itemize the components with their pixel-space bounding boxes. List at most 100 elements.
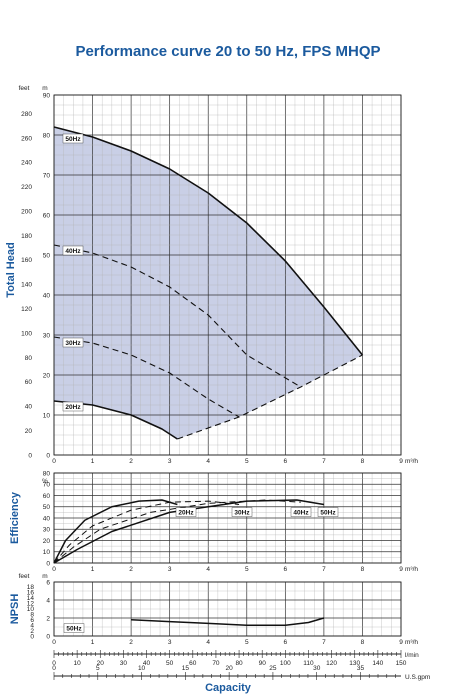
y-tick-label: 40: [43, 515, 51, 522]
y-tick-label: 30: [43, 527, 51, 534]
hz-label-box: [317, 507, 339, 517]
hz-label-box: [62, 337, 84, 348]
hz-label-50: 50Hz: [65, 136, 81, 143]
curve-30hz: [53, 336, 240, 418]
lmin-tick-label: 60: [189, 660, 197, 667]
grid: [53, 472, 402, 564]
curve-best-efficiency-limit: [177, 354, 363, 440]
y-tick-label: 60: [43, 493, 51, 500]
lmin-tick-label: 140: [372, 660, 383, 667]
y-tick-label: 80: [43, 470, 51, 477]
x-tick-label: 7: [322, 458, 326, 465]
plot-frame: [53, 94, 402, 456]
y-tick-label-feet: 2: [30, 628, 34, 635]
lmin-tick-label: 90: [259, 660, 267, 667]
x-tick-label: 2: [129, 566, 133, 573]
y-unit-feet: feet: [19, 573, 30, 580]
hz-label-box: [62, 401, 84, 412]
eff-label-50: 50Hz: [320, 510, 336, 517]
lmin-tick-label: 40: [143, 660, 151, 667]
x-tick-label: 7: [322, 639, 326, 646]
eff-curve-40hz: [53, 499, 301, 564]
y-axis-title: Efficiency: [9, 491, 21, 544]
y-tick-label-feet: 260: [21, 135, 32, 142]
y-tick-label-feet: 14: [27, 595, 35, 602]
x-tick-label: 8: [361, 566, 365, 573]
usgpm-tick-label: 35: [357, 665, 365, 672]
y-tick-label-feet: 4: [30, 622, 34, 629]
x-tick-label: 4: [206, 639, 210, 646]
y-tick-label: 10: [43, 549, 51, 556]
hz-label-box: [175, 507, 197, 517]
x-tick-label: 0: [52, 639, 56, 646]
lmin-tick-label: 10: [74, 660, 82, 667]
lmin-tick-label: 120: [326, 660, 337, 667]
y-tick-label-feet: 140: [21, 282, 32, 289]
x-tick-label: 0: [52, 566, 56, 573]
y-tick-label-m: 30: [43, 332, 51, 339]
y-tick-label: 70: [43, 482, 51, 489]
npsh-curve-50hz: [131, 617, 325, 626]
x-tick-label: 1: [91, 566, 95, 573]
curve-50hz: [53, 126, 364, 356]
y-unit-m: m: [42, 85, 47, 92]
capacity-axis-title: Capacity: [205, 682, 252, 694]
y-tick-label-feet: 40: [25, 404, 33, 411]
x-tick-label: 9: [399, 566, 403, 573]
x-tick-label: 3: [168, 639, 172, 646]
plot-frame: [53, 472, 402, 564]
plot-frame: [53, 581, 402, 637]
x-unit-label: m³/h: [405, 566, 418, 573]
x-tick-label: 5: [245, 639, 249, 646]
lmin-tick-label: 130: [349, 660, 360, 667]
y-tick-label-feet: 280: [21, 111, 32, 118]
x-unit-label: m³/h: [405, 639, 418, 646]
lmin-tick-label: 20: [97, 660, 105, 667]
y-tick-label-m: 60: [43, 212, 51, 219]
y-tick-label-feet: 6: [30, 617, 34, 624]
curve-40hz: [53, 244, 302, 388]
eff-curve-30hz: [53, 500, 240, 564]
y-tick-label-feet: 160: [21, 257, 32, 264]
lmin-tick-label: 100: [280, 660, 291, 667]
x-tick-label: 4: [206, 458, 210, 465]
y-tick-label-m: 6: [46, 579, 50, 586]
x-tick-label: 6: [284, 639, 288, 646]
y-tick-label-m: 80: [43, 132, 51, 139]
hz-label-30: 30Hz: [65, 340, 81, 347]
usgpm-tick-label: 0: [52, 665, 56, 672]
y-unit-feet: feet: [19, 85, 30, 92]
y-tick-label-feet: 8: [30, 611, 34, 618]
hz-label-40: 40Hz: [65, 248, 81, 255]
x-tick-label: 1: [91, 458, 95, 465]
eff-label-40: 40Hz: [293, 510, 309, 517]
y-tick-label-feet: 100: [21, 330, 32, 337]
y-tick-label-feet: 12: [27, 600, 35, 607]
usgpm-tick-label: 15: [182, 665, 190, 672]
usgpm-unit: U.S.gpm: [405, 674, 430, 681]
npsh-label-50: 50Hz: [66, 626, 82, 633]
x-tick-label: 1: [91, 639, 95, 646]
y-tick-label-feet: 18: [27, 584, 35, 591]
lmin-unit: l/min: [405, 652, 419, 659]
y-tick-label-m: 70: [43, 172, 51, 179]
x-tick-label: 9: [399, 458, 403, 465]
usgpm-tick-label: 10: [138, 665, 146, 672]
y-tick-label-feet: 20: [25, 428, 33, 435]
y-tick-label-m: 40: [43, 292, 51, 299]
x-tick-label: 2: [129, 458, 133, 465]
eff-label-20: 20Hz: [178, 510, 194, 517]
y-tick-label-feet: 80: [25, 355, 33, 362]
lmin-tick-label: 70: [212, 660, 220, 667]
x-tick-label: 5: [245, 458, 249, 465]
y-tick-label: 50: [43, 504, 51, 511]
x-tick-label: 7: [322, 566, 326, 573]
hz-label-box: [290, 507, 312, 517]
x-tick-label: 2: [129, 639, 133, 646]
x-tick-label: 6: [284, 566, 288, 573]
y-tick-label-feet: 240: [21, 160, 32, 167]
y-tick-label-m: 20: [43, 372, 51, 379]
usgpm-tick-label: 20: [226, 665, 234, 672]
usgpm-tick-label: 30: [313, 665, 321, 672]
